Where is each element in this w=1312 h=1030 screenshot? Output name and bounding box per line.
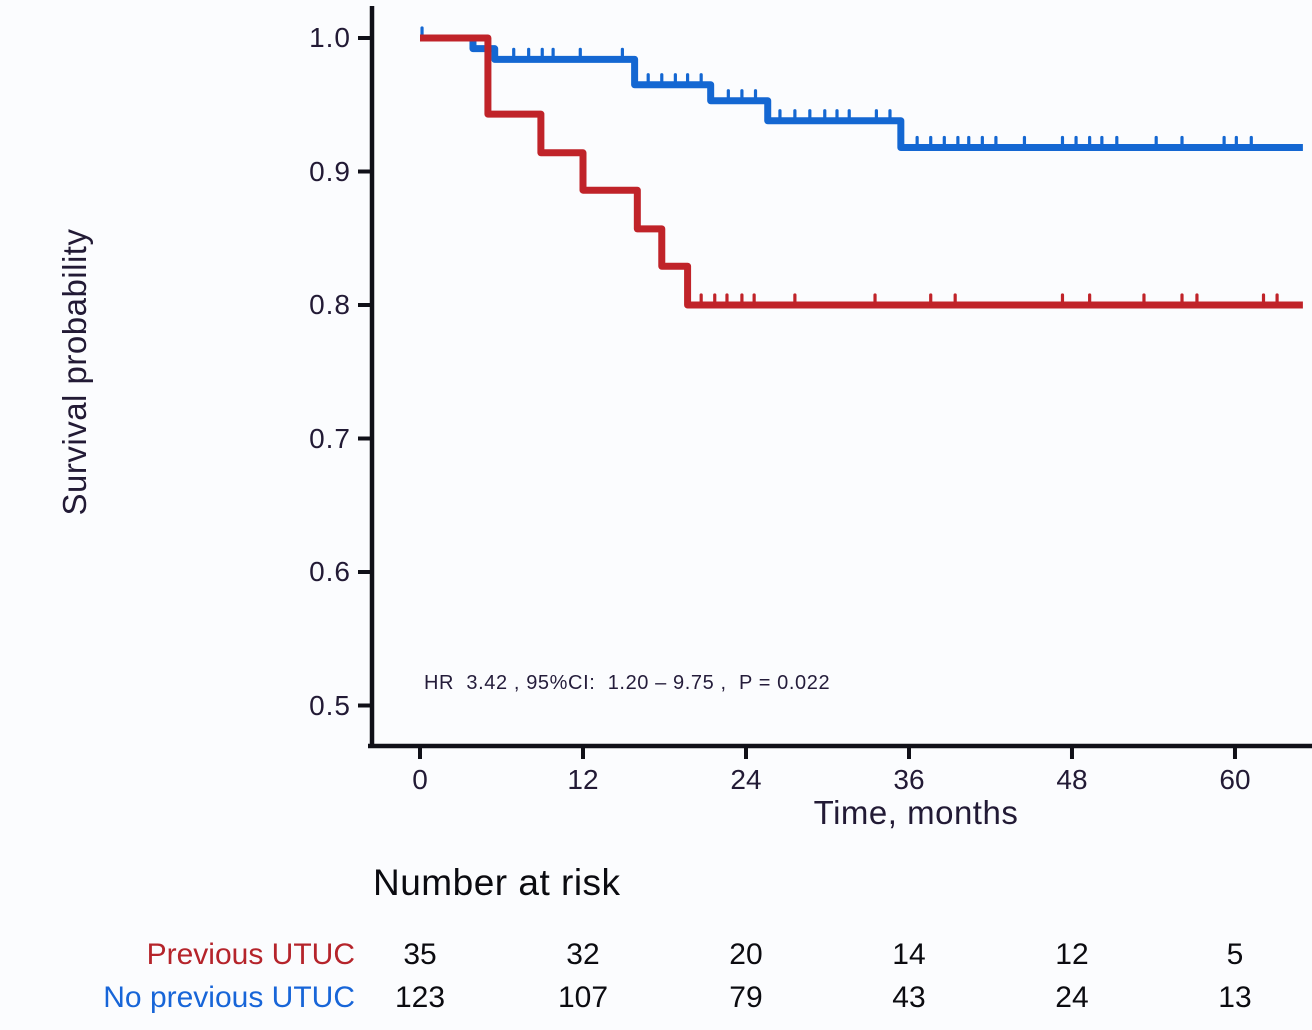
x-tick-label: 48 [1056, 764, 1088, 795]
risk-value: 107 [557, 981, 609, 1014]
risk-row-label: No previous UTUC [103, 981, 355, 1014]
y-tick-label: 0.8 [309, 289, 351, 320]
risk-value: 35 [403, 938, 437, 971]
risk-value: 13 [1218, 981, 1252, 1014]
risk-value: 24 [1055, 981, 1089, 1014]
km-curve-no-previous-utuc [420, 34, 1303, 151]
risk-value: 12 [1055, 938, 1089, 971]
risk-value: 14 [892, 938, 926, 971]
hr-annotation: HR 3.42 , 95%CI: 1.20 – 9.75 , P = 0.022 [424, 672, 831, 694]
risk-value: 79 [729, 981, 763, 1014]
x-tick-label: 12 [567, 764, 599, 795]
risk-row-label: Previous UTUC [146, 938, 355, 971]
x-tick-label: 24 [730, 764, 762, 795]
y-tick-label: 0.6 [309, 556, 351, 587]
y-tick-label: 1.0 [309, 22, 351, 53]
y-tick-label: 0.7 [309, 422, 351, 454]
x-tick-label: 60 [1219, 764, 1251, 795]
y-tick-label: 0.5 [309, 689, 351, 721]
km-curve-previous-utuc [420, 34, 1303, 309]
risk-value: 123 [394, 981, 446, 1014]
risk-value: 5 [1226, 938, 1244, 971]
x-tick-label: 0 [412, 764, 428, 795]
x-axis-title: Time, months [813, 794, 1019, 831]
risk-table-title: Number at risk [373, 862, 621, 903]
y-axis-title: Survival probability [56, 228, 93, 516]
risk-value: 43 [892, 981, 926, 1014]
risk-value: 32 [566, 938, 600, 971]
y-tick-label: 0.9 [309, 155, 351, 187]
risk-value: 20 [729, 938, 763, 971]
x-tick-label: 36 [893, 764, 925, 795]
